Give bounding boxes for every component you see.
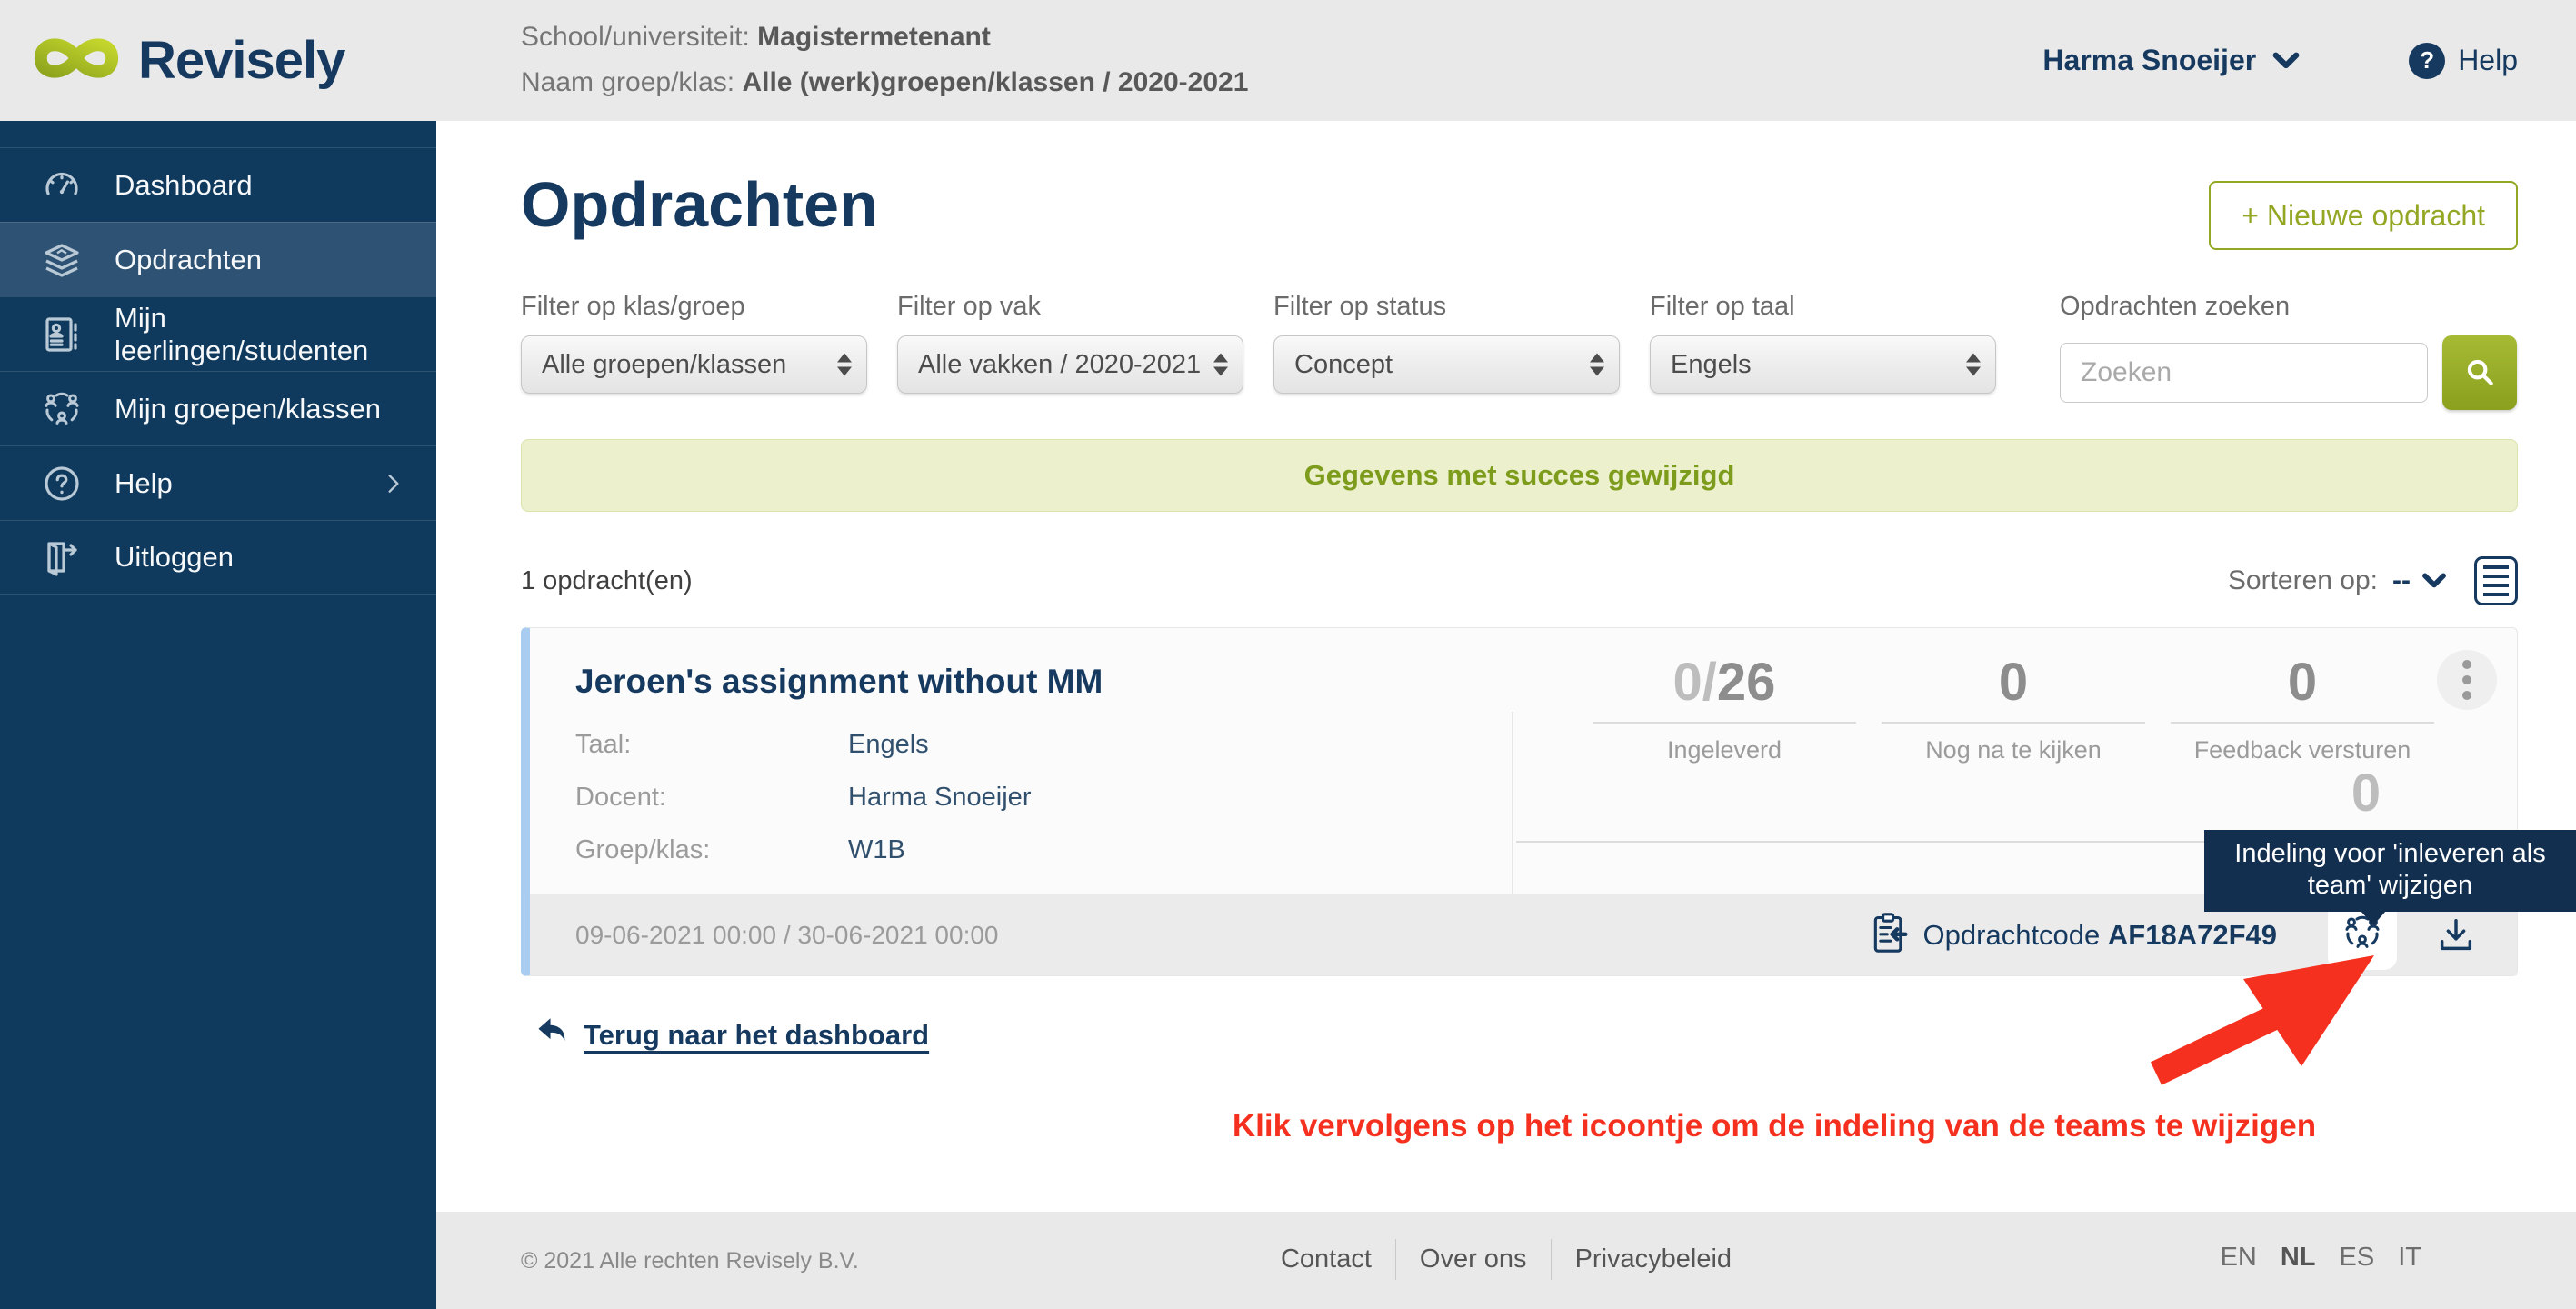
brand-name: Revisely [138,31,345,90]
user-menu[interactable]: Harma Snoeijer [2042,44,2300,77]
help-circle-icon: ? [2409,42,2446,79]
header-actions: Harma Snoeijer ? Help [2042,0,2518,121]
sidebar-item-dashboard[interactable]: Dashboard [0,147,436,222]
layers-icon [40,238,84,282]
stat-feedback: 0 Feedback versturen [2158,652,2447,764]
team-layout-tooltip: Indeling voor 'inleveren als team' wijzi… [2204,830,2576,925]
lang-it[interactable]: IT [2398,1243,2421,1272]
assignment-card-body: Jeroen's assignment without MM Taal: Eng… [530,628,2517,895]
assignment-count: 1 opdracht(en) [521,565,693,595]
search-group: Opdrachten zoeken [2060,292,2518,410]
top-header: Revisely School/universiteit: Magisterme… [0,0,2576,121]
stat-ingeleverd: 0/26 Ingeleverd [1580,652,1869,764]
copyright-text: © 2021 Alle rechten Revisely B.V. [521,1248,859,1274]
select-stepper-icon [1966,353,1981,376]
help-label: Help [2458,44,2518,76]
download-button[interactable] [2435,914,2477,956]
search-button[interactable] [2442,335,2517,410]
student-card-icon [40,313,84,356]
list-view-icon[interactable] [2474,556,2518,605]
success-banner: Gegevens met succes gewijzigd [521,439,2518,512]
select-stepper-icon [1590,353,1604,376]
group-line: Naam groep/klas: Alle (werk)groepen/klas… [521,67,1249,97]
card-divider [1512,712,1513,895]
list-toolbar: 1 opdracht(en) Sorteren op: -- [521,555,2518,606]
tooltip-caret-icon [2361,911,2386,925]
filter-label: Filter op status [1273,292,1447,321]
school-line: School/universiteit: Magistermetenant [521,22,991,52]
search-input[interactable] [2060,343,2428,403]
sort-controls: Sorteren op: -- [2228,556,2518,605]
filter-vak: Filter op vak Alle vakken / 2020-2021 [897,292,1243,394]
school-value: Magistermetenant [757,22,991,52]
language-switcher: EN NL ES IT [2221,1243,2421,1273]
footer-links: Contact Over ons Privacybeleid [436,1239,2576,1280]
sidebar-item-uitloggen[interactable]: Uitloggen [0,520,436,595]
reply-arrow-icon [534,1015,571,1055]
lang-es[interactable]: ES [2339,1243,2375,1272]
new-assignment-button[interactable]: + Nieuwe opdracht [2209,181,2518,250]
main-content: Opdrachten + Nieuwe opdracht Filter op k… [436,121,2576,1309]
assignment-card: Jeroen's assignment without MM Taal: Eng… [521,627,2518,976]
search-label: Opdrachten zoeken [2060,292,2291,321]
filter-label: Filter op taal [1650,292,1795,321]
filter-klas-groep-select[interactable]: Alle groepen/klassen [521,335,867,394]
card-menu-button[interactable] [2437,650,2497,710]
chevron-right-icon [382,472,405,495]
assignment-code-value: AF18A72F49 [2107,918,2277,951]
filter-status-select[interactable]: Concept [1273,335,1620,394]
assignment-title[interactable]: Jeroen's assignment without MM [575,663,1103,700]
sort-dropdown[interactable]: -- [2392,565,2447,596]
team-circle-icon [40,387,84,431]
chevron-down-icon [2272,44,2300,77]
footer-link-overons[interactable]: Over ons [1394,1239,1551,1280]
filter-status: Filter op status Concept [1273,292,1620,394]
select-stepper-icon [837,353,852,376]
lang-en[interactable]: EN [2220,1243,2257,1272]
tenant-info: School/universiteit: Magistermetenant Na… [521,15,1248,105]
filter-label: Filter op vak [897,292,1041,321]
revisely-logo[interactable]: Revisely [27,0,345,121]
footer-link-contact[interactable]: Contact [1280,1244,1372,1274]
back-to-dashboard-link[interactable]: Terug naar het dashboard [534,1015,929,1055]
stats-bottom-line [1516,841,2517,843]
filter-klas-groep: Filter op klas/groep Alle groepen/klasse… [521,292,867,394]
select-stepper-icon [1213,353,1228,376]
filter-bar: Filter op klas/groep Alle groepen/klasse… [521,292,1996,394]
clipboard-code-icon[interactable] [1869,911,1909,959]
group-value: Alle (werk)groepen/klassen / 2020-2021 [742,67,1249,97]
page-footer: © 2021 Alle rechten Revisely B.V. Contac… [436,1212,2576,1309]
sidebar-item-groepen[interactable]: Mijn groepen/klassen [0,371,436,445]
lang-nl[interactable]: NL [2280,1243,2316,1272]
sort-label: Sorteren op: [2227,565,2379,595]
infinity-logo-icon [27,30,125,91]
detail-row-groep: Groep/klas: W1B [575,835,905,864]
sidebar-item-opdrachten[interactable]: Opdrachten [0,222,436,296]
user-name: Harma Snoeijer [2042,44,2257,76]
logout-icon [40,535,84,579]
chevron-down-icon [2421,565,2447,596]
filter-taal-select[interactable]: Engels [1650,335,1996,394]
instruction-annotation: Klik vervolgens op het icoontje om de in… [1232,1108,2317,1144]
stat-extra-value: 0 [2351,764,2381,823]
assignment-code: Opdrachtcode AF18A72F49 [1922,918,2277,951]
filter-taal: Filter op taal Engels [1650,292,1996,394]
page-title: Opdrachten [521,169,878,240]
sidebar-item-leerlingen[interactable]: Mijn leerlingen/studenten [0,296,436,371]
date-range: 09-06-2021 00:00 / 30-06-2021 00:00 [575,920,999,949]
footer-link-privacy[interactable]: Privacybeleid [1550,1239,1755,1280]
sidebar-item-help[interactable]: Help [0,445,436,520]
assignment-stats: 0/26 Ingeleverd 0 Nog na te kijken 0 Fee… [1580,652,2447,764]
filter-vak-select[interactable]: Alle vakken / 2020-2021 [897,335,1243,394]
stat-na-te-kijken: 0 Nog na te kijken [1869,652,2158,764]
detail-row-taal: Taal: Engels [575,730,929,759]
detail-row-docent: Docent: Harma Snoeijer [575,783,1032,812]
help-button[interactable]: ? Help [2409,42,2518,79]
filter-label: Filter op klas/groep [521,292,745,321]
gauge-icon [40,164,84,207]
search-icon [2462,355,2497,392]
question-circle-icon [40,462,84,505]
sidebar-nav: Dashboard Opdrachten Mijn leerlingen/stu… [0,121,436,1309]
